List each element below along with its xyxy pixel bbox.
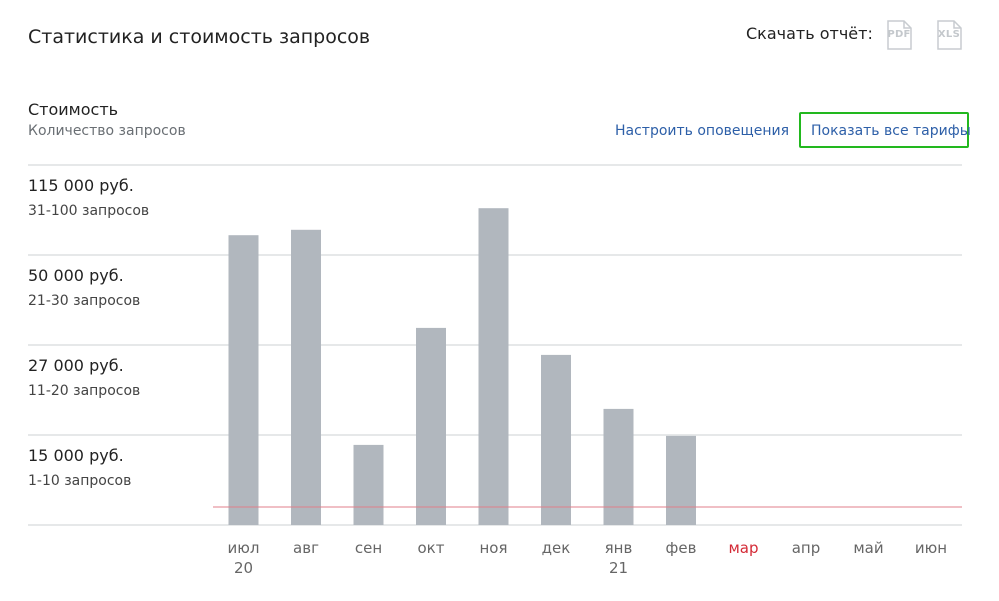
x-tick-label: сен — [355, 539, 382, 557]
show-all-tariffs-link[interactable]: Показать все тарифы — [811, 123, 971, 139]
x-tick-label: ноя — [479, 539, 507, 557]
tier-price-3: 50 000 руб. — [28, 266, 124, 285]
bar-авг — [291, 229, 321, 526]
cost-heading: Стоимость — [28, 100, 119, 119]
tier-requests-2: 11-20 запросов — [28, 383, 141, 399]
xls-file-icon — [937, 20, 962, 50]
tier-requests-3: 21-30 запросов — [28, 293, 141, 309]
requests-subheading: Количество запросов — [28, 123, 186, 139]
tier-requests-1: 1-10 запросов — [28, 473, 132, 489]
bar-сен — [353, 444, 384, 525]
bar-янв — [603, 408, 634, 525]
bar-дек — [541, 354, 571, 525]
x-tick-label: фев — [666, 539, 697, 557]
tier-requests-4: 31-100 запросов — [28, 203, 150, 219]
bar-июл — [228, 235, 259, 525]
bar-фев — [666, 435, 696, 525]
tier-price-1: 15 000 руб. — [28, 446, 124, 465]
xls-download-icon[interactable]: XLS — [935, 20, 963, 50]
bar-ноя — [478, 208, 509, 525]
xls-label: XLS — [937, 29, 961, 40]
pdf-file-icon — [887, 20, 912, 50]
x-tick-label: янв — [605, 539, 633, 557]
x-tick-label: авг — [293, 539, 319, 557]
page-title: Статистика и стоимость запросов — [28, 26, 371, 48]
x-tick-label: мар — [728, 539, 758, 557]
bar-окт — [416, 327, 446, 525]
download-report-label: Скачать отчёт: — [746, 24, 873, 43]
year-label: 21 — [609, 559, 628, 577]
pdf-label: PDF — [887, 29, 911, 40]
x-tick-label: июн — [915, 539, 947, 557]
tier-price-2: 27 000 руб. — [28, 356, 124, 375]
pdf-download-icon[interactable]: PDF — [885, 20, 913, 50]
x-tick-label: дек — [542, 539, 571, 557]
x-tick-label: июл — [228, 539, 260, 557]
tier-price-4: 115 000 руб. — [28, 176, 134, 195]
highlight-box — [799, 112, 969, 148]
configure-alerts-link[interactable]: Настроить оповещения — [615, 123, 789, 139]
x-tick-label: окт — [418, 539, 445, 557]
x-tick-label: май — [853, 539, 883, 557]
year-label: 20 — [234, 559, 253, 577]
x-tick-label: апр — [792, 539, 821, 557]
